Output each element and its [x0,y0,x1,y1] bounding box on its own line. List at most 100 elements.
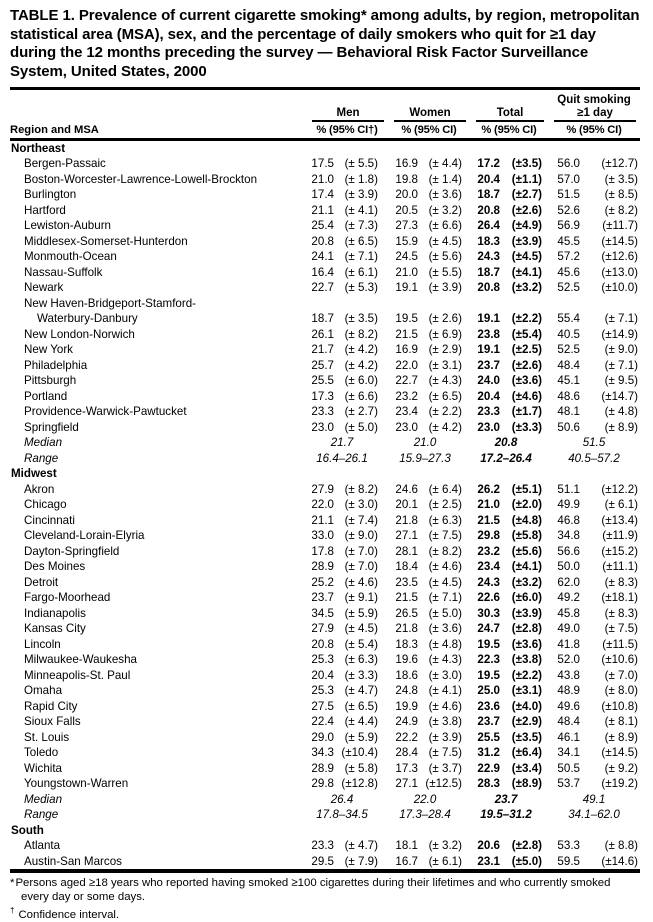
table-row: Nassau-Suffolk 16.4 (± 6.1) 21.0 (± 5.5) 18.7… [10,265,640,281]
row-label: Hartford [24,203,66,217]
cell-women-pct: 21.0 [395,265,418,279]
cell-women-ci: (± 4.5) [428,575,462,589]
cell-quit-pct: 46.1 [557,730,580,744]
row-label: Fargo-Moorhead [24,591,111,604]
row-label: Newark [24,281,64,294]
cell-women-ci: (± 4.6) [428,560,462,573]
header-spacer [10,92,306,106]
cell-men-pct: 21.7 [311,343,334,356]
cell-women-pct: 24.8 [395,684,418,697]
cell-quit-ci: (±10.6) [601,653,639,666]
cell-men-pct: 23.0 [311,420,334,434]
cell-quit-pct: 49.0 [557,622,580,635]
cell-total-ci: (±3.1) [511,684,542,697]
cell-women-pct: 28.1 [395,544,418,558]
row-label: Dayton-Springfield [24,544,120,558]
cell-quit-pct: 53.3 [557,839,580,852]
table-row: Portland 17.3 (± 6.6) 23.2 (± 6.5) 20.4 (±4.6)… [10,389,640,405]
cell-men-ci: (± 8.2) [344,327,378,341]
row-label: Burlington [24,188,77,201]
range-row: Range 16.4–26.1 15.9–27.3 17.2–26.4 40.5–57.… [10,451,640,467]
cell-women-ci: (± 3.2) [428,203,462,217]
row-label: Philadelphia [24,358,88,372]
summary-women-value: 22.0 [413,792,437,806]
cell-total-pct: 23.7 [477,358,500,372]
row-label: Omaha [24,684,63,697]
cell-women-pct: 18.3 [395,637,418,651]
cell-women-pct: 27.1 [395,777,418,790]
cell-quit-pct: 52.5 [557,281,580,294]
cell-quit-pct: 45.5 [557,234,580,248]
table-row: Philadelphia 25.7 (± 4.2) 22.0 (± 3.1) 23.7 (±… [10,358,640,374]
table-row: Fargo-Moorhead 23.7 (± 9.1) 21.5 (± 7.1) 22.6… [10,590,640,606]
cell-quit-ci: (± 7.0) [604,668,639,682]
cell-men-ci: (± 3.9) [344,188,378,201]
row-label: Cleveland-Lorain-Elyria [24,529,145,542]
cell-quit-ci: (± 8.2) [604,203,639,217]
cell-total-ci: (±2.8) [511,622,542,635]
summary-quit-value: 34.1–62.0 [568,808,620,821]
cell-men-pct: 17.5 [311,157,334,170]
cell-quit-pct: 55.4 [557,312,580,325]
cell-total-pct: 20.6 [477,839,500,852]
section-row: Northeast [10,139,640,156]
cell-quit-pct: 48.4 [557,715,580,728]
cell-total-ci: (±3.9) [511,234,542,248]
cell-total-pct: 22.6 [477,591,500,604]
cell-quit-pct: 41.8 [557,637,580,651]
cell-men-ci: (± 7.0) [344,560,378,573]
cell-men-ci: (± 5.5) [344,157,378,170]
cell-quit-pct: 52.0 [557,653,580,666]
table-row: Newark 22.7 (± 5.3) 19.1 (± 3.9) 20.8 (±3.2) 52… [10,280,640,296]
cell-women-pct: 20.5 [395,203,418,217]
cell-women-pct: 15.9 [395,234,418,248]
table-row: Cincinnati 21.1 (± 7.4) 21.8 (± 6.3) 21.5 (±4.… [10,513,640,529]
cell-women-ci: (± 3.6) [428,188,462,201]
cell-men-pct: 34.3 [311,746,334,759]
cell-quit-pct: 48.6 [557,389,580,403]
footnote-text: Confidence interval. [18,908,120,921]
cell-women-pct: 22.7 [395,374,418,387]
cell-quit-pct: 53.7 [557,777,580,790]
summary-quit-value: 51.5 [582,436,606,449]
cell-quit-pct: 43.8 [557,668,580,682]
cell-men-pct: 20.8 [311,637,334,651]
cell-women-ci: (± 6.6) [428,219,462,232]
row-label: New London-Norwich [24,327,135,341]
header-row-quit-top: Quit smoking [10,92,640,106]
cell-total-ci: (±5.6) [511,544,542,558]
cell-total-pct: 18.3 [477,234,500,248]
cell-quit-pct: 49.2 [557,591,580,604]
row-label: Des Moines [24,560,86,573]
region-and-msa-header: Region and MSA [10,122,306,141]
cell-women-pct: 20.0 [395,188,418,201]
cell-quit-ci: (±11.9) [602,529,639,542]
cell-quit-pct: 45.1 [557,374,580,387]
cell-women-pct: 19.9 [395,699,418,713]
cell-men-pct: 18.7 [311,312,334,325]
cell-women-ci: (± 2.6) [428,312,462,325]
table-row: Akron 27.9 (± 8.2) 24.6 (± 6.4) 26.2 (±5.1) 51.… [10,482,640,498]
cell-women-pct: 16.9 [395,343,418,356]
cell-women-pct: 27.3 [395,219,418,232]
cell-men-pct: 27.5 [311,699,334,713]
cell-women-pct: 19.6 [395,653,418,666]
table-row: St. Louis 29.0 (± 5.9) 22.2 (± 3.9) 25.5 (±3.5… [10,730,640,746]
cell-women-pct: 28.4 [395,746,418,759]
cell-total-pct: 19.1 [477,343,500,356]
col-group-men: Men [306,106,388,122]
col-group-quit-smoking-label: Quit smoking [557,94,631,106]
row-label: Akron [24,482,55,496]
table-row: Omaha 25.3 (± 4.7) 24.8 (± 4.1) 25.0 (±3.1) 48.… [10,683,640,699]
row-label: Atlanta [24,839,61,852]
cell-total-pct: 26.4 [477,219,500,232]
cell-men-pct: 21.1 [311,513,334,527]
cell-men-pct: 25.3 [311,653,334,666]
summary-men-value: 21.7 [330,436,354,449]
cell-women-pct: 20.1 [395,498,418,511]
cell-women-pct: 23.0 [395,420,418,434]
cell-total-ci: (±3.6) [511,637,542,651]
row-label: Toledo [24,746,59,759]
cell-total-ci: (±6.4) [511,746,542,759]
cell-men-pct: 24.1 [311,250,334,263]
